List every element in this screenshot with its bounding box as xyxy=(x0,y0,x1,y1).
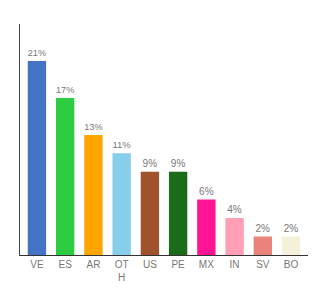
svg-text:OTH: OTH xyxy=(115,259,129,283)
svg-text:SV: SV xyxy=(256,259,270,270)
svg-text:6%: 6% xyxy=(199,186,214,197)
svg-text:17%: 17% xyxy=(56,85,74,95)
svg-text:ES: ES xyxy=(59,259,73,270)
svg-text:13%: 13% xyxy=(84,122,102,132)
svg-text:AR: AR xyxy=(86,259,100,270)
svg-text:IN: IN xyxy=(230,259,240,270)
svg-text:21%: 21% xyxy=(28,48,46,58)
svg-text:2%: 2% xyxy=(284,223,299,234)
svg-text:US: US xyxy=(143,259,157,270)
svg-text:9%: 9% xyxy=(171,158,186,169)
svg-text:VE: VE xyxy=(30,259,44,270)
svg-text:MX: MX xyxy=(199,259,214,270)
svg-text:4%: 4% xyxy=(227,204,242,215)
svg-text:BO: BO xyxy=(284,259,299,270)
svg-text:2%: 2% xyxy=(256,223,271,234)
svg-text:11%: 11% xyxy=(112,139,131,150)
svg-text:PE: PE xyxy=(171,259,185,270)
svg-text:9%: 9% xyxy=(143,158,158,169)
